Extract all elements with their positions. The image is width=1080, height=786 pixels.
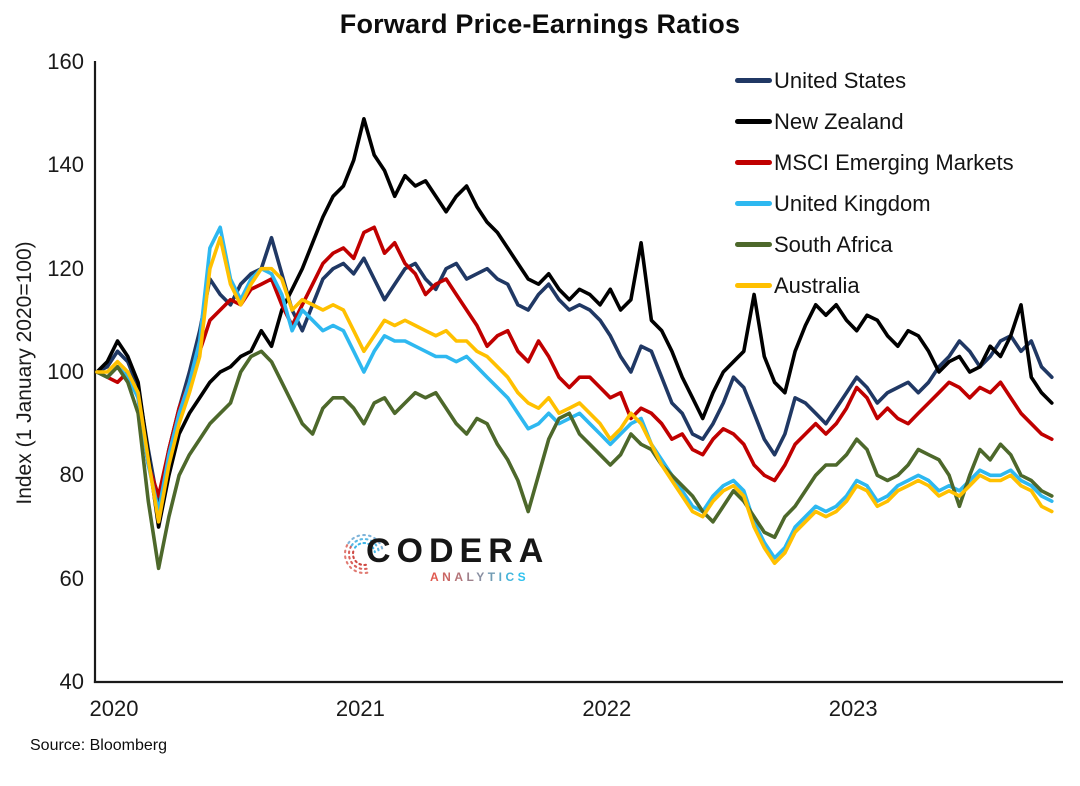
logo-letter: Y <box>476 570 488 584</box>
legend-item-australia: Australia <box>735 265 1014 306</box>
y-tick-80: 80 <box>59 462 84 488</box>
series-line-australia <box>95 235 1054 566</box>
y-tick-160: 160 <box>47 49 84 74</box>
legend: United States New Zealand MSCI Emerging Ma… <box>735 60 1014 306</box>
legend-item-united-kingdom: United Kingdom <box>735 183 1014 224</box>
series-line-msci-emerging-markets <box>95 225 1054 498</box>
codera-logo-icon <box>343 533 384 575</box>
legend-item-msci-emerging-markets: MSCI Emerging Markets <box>735 142 1014 183</box>
legend-label-msci-emerging-markets: MSCI Emerging Markets <box>774 149 1014 175</box>
codera-logo-wordmark: CODERA <box>366 532 550 570</box>
source-note: Source: Bloomberg <box>30 737 167 754</box>
y-tick-60: 60 <box>59 565 84 591</box>
legend-swatch-new-zealand <box>735 119 772 124</box>
series-line-south-africa <box>95 349 1054 571</box>
series-group <box>95 117 1054 571</box>
legend-swatch-msci-emerging-markets <box>735 160 772 165</box>
codera-logo: CODERA ANALYTICS <box>340 528 570 592</box>
legend-swatch-united-kingdom <box>735 201 772 206</box>
x-tick-2020: 2020 <box>89 696 139 721</box>
y-tick-120: 120 <box>47 255 84 281</box>
x-tick-2021: 2021 <box>335 696 385 721</box>
logo-letter: A <box>454 570 467 584</box>
y-tick-40: 40 <box>59 669 84 694</box>
logo-letter: L <box>466 570 477 584</box>
legend-label-united-states: United States <box>774 67 907 93</box>
legend-item-new-zealand: New Zealand <box>735 101 1014 142</box>
codera-logo-subtitle: ANALYTICS <box>430 570 529 584</box>
legend-label-new-zealand: New Zealand <box>774 108 904 134</box>
legend-item-south-africa: South Africa <box>735 224 1014 265</box>
legend-label-australia: Australia <box>774 272 860 298</box>
series-line-united-states <box>95 235 1054 509</box>
page-title: Forward Price-Earnings Ratios <box>339 9 741 39</box>
x-tick-2023: 2023 <box>828 696 878 721</box>
legend-item-united-states: United States <box>735 60 1014 101</box>
series-line-new-zealand <box>95 117 1054 529</box>
legend-swatch-australia <box>735 283 772 288</box>
logo-letter: T <box>487 570 499 584</box>
y-tick-100: 100 <box>47 359 84 384</box>
legend-swatch-south-africa <box>735 242 772 247</box>
legend-swatch-united-states <box>735 78 772 83</box>
logo-letter: C <box>505 570 518 584</box>
y-tick-140: 140 <box>47 152 84 178</box>
logo-letter: A <box>430 570 443 584</box>
logo-letter: I <box>498 570 506 584</box>
legend-label-united-kingdom: United Kingdom <box>774 190 931 216</box>
x-tick-2022: 2022 <box>582 696 632 721</box>
logo-letter: N <box>442 570 455 584</box>
legend-label-south-africa: South Africa <box>774 231 893 257</box>
logo-letter: S <box>517 570 530 584</box>
